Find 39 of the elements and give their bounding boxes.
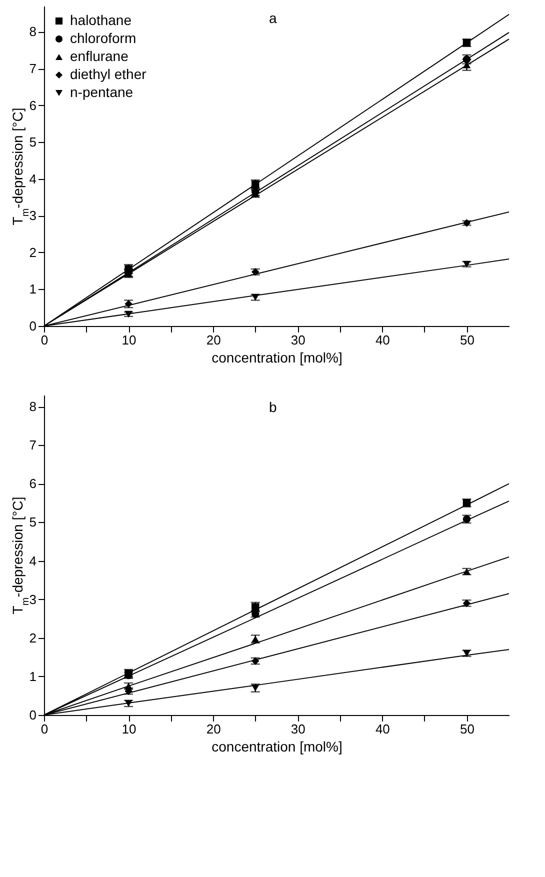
y-tick-label: 8 [29, 399, 36, 414]
annotation: b [269, 399, 277, 415]
y-tick-label: 3 [29, 592, 36, 607]
x-axis-title: concentration [mol%] [212, 350, 342, 366]
x-tick-label: 0 [40, 722, 48, 736]
y-tick-label: 0 [29, 318, 36, 334]
y-tick-label: 4 [29, 171, 36, 186]
y-tick-label: 5 [29, 134, 36, 150]
annotation: a [269, 10, 277, 26]
y-tick-label: 4 [29, 553, 36, 568]
y-tick-label: 7 [29, 438, 36, 453]
y-tick-label: 0 [29, 708, 36, 722]
x-tick-label: 10 [122, 332, 136, 348]
x-tick-label: 10 [122, 722, 136, 736]
y-tick-label: 6 [29, 98, 36, 113]
y-tick-label: 1 [29, 668, 36, 684]
x-tick-label: 40 [375, 332, 390, 348]
x-tick-label: 50 [460, 332, 474, 348]
y-tick-label: 8 [29, 24, 36, 40]
x-axis-title: concentration [mol%] [212, 738, 342, 754]
y-tick-label: 7 [29, 61, 36, 76]
y-tick-label: 6 [29, 476, 36, 492]
y-tick-label: 5 [29, 514, 36, 530]
x-tick-label: 30 [290, 332, 306, 348]
x-tick-label: 30 [290, 722, 306, 736]
x-tick-label: 20 [206, 332, 221, 348]
x-tick-label: 20 [206, 722, 221, 736]
legend-label: halothane [70, 12, 132, 28]
legend-label: chloroform [70, 30, 136, 46]
legend-label: enflurane [70, 48, 129, 64]
legend-label: diethyl ether [70, 66, 147, 82]
y-tick-label: 2 [29, 630, 36, 646]
y-tick-label: 2 [29, 244, 36, 260]
x-tick-label: 50 [460, 722, 474, 736]
legend-label: n-pentane [70, 84, 134, 100]
y-tick-label: 1 [29, 282, 36, 297]
x-tick-label: 0 [40, 332, 48, 348]
y-tick-label: 3 [29, 208, 36, 224]
x-tick-label: 40 [375, 722, 390, 736]
